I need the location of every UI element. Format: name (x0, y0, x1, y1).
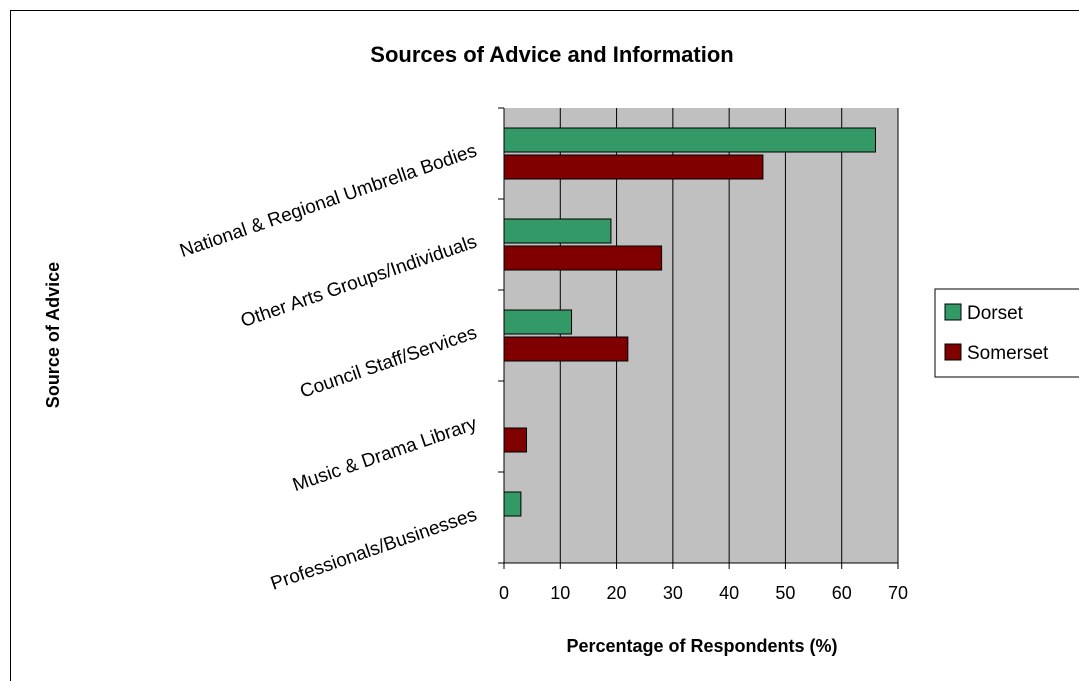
legend: Dorset Somerset (934, 288, 1079, 378)
category-labels: National & Regional Umbrella BodiesOther… (177, 140, 480, 594)
category-label: Music & Drama Library (290, 413, 480, 496)
x-tick-label: 30 (663, 583, 683, 603)
x-tick-label: 70 (888, 583, 908, 603)
x-axis-title: Percentage of Respondents (%) (566, 636, 837, 656)
bar (503, 127, 876, 153)
bar (503, 336, 629, 362)
legend-label: Dorset (967, 303, 1024, 324)
bar (503, 491, 522, 517)
x-tick-label: 0 (499, 583, 509, 603)
legend-label: Somerset (967, 343, 1049, 364)
bar (503, 309, 573, 335)
x-tick-label: 10 (550, 583, 570, 603)
x-tick-label: 40 (719, 583, 739, 603)
category-label: Professionals/Businesses (268, 504, 480, 594)
x-tick-label: 50 (775, 583, 795, 603)
x-tick-labels: 0 10 20 30 40 50 60 70 (499, 583, 908, 603)
axes (498, 107, 899, 569)
bar (503, 154, 764, 180)
plot-area (504, 108, 898, 563)
bars (503, 127, 876, 517)
x-tick-label: 60 (832, 583, 852, 603)
bar (503, 245, 663, 271)
bar (503, 218, 612, 244)
category-label: Other Arts Groups/Individuals (238, 231, 479, 332)
x-tick-label: 20 (607, 583, 627, 603)
chart-title: Sources of Advice and Information (370, 42, 733, 67)
category-label: Council Staff/Services (297, 322, 479, 402)
legend-swatch (944, 303, 962, 321)
y-axis-title: Source of Advice (43, 262, 63, 408)
legend-swatch (944, 343, 962, 361)
bar (503, 427, 528, 453)
gridlines (559, 108, 899, 563)
chart-frame (10, 10, 1079, 681)
